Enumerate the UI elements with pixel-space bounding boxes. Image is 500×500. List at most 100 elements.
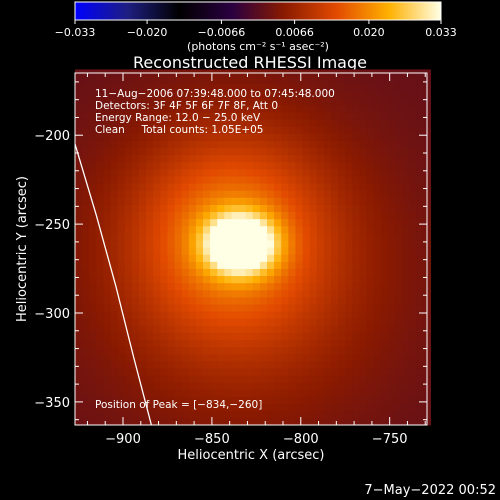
heatmap-pixel: [238, 97, 247, 106]
heatmap-pixel: [181, 275, 190, 284]
heatmap-pixel: [380, 339, 389, 348]
heatmap-pixel: [238, 353, 247, 362]
heatmap-pixel: [153, 119, 161, 127]
heatmap-pixel: [153, 289, 161, 298]
heatmap-pixel: [345, 90, 353, 99]
heatmap-pixel: [217, 389, 225, 397]
heatmap-pixel: [309, 240, 318, 248]
heatmap-pixel: [117, 197, 126, 205]
heatmap-pixel: [281, 240, 289, 248]
heatmap-pixel: [373, 261, 382, 269]
heatmap-pixel: [359, 403, 367, 412]
heatmap-pixel: [139, 311, 147, 319]
heatmap-pixel: [174, 183, 183, 191]
heatmap-pixel: [380, 147, 389, 156]
heatmap-pixel: [224, 382, 232, 390]
heatmap-pixel: [160, 254, 168, 262]
heatmap-pixel: [96, 368, 104, 376]
heatmap-pixel: [288, 375, 296, 383]
heatmap-pixel: [274, 176, 282, 184]
heatmap-pixel: [316, 396, 325, 405]
heatmap-pixel: [124, 83, 133, 92]
heatmap-pixel: [281, 261, 289, 269]
heatmap-pixel: [153, 154, 161, 163]
heatmap-pixel: [402, 297, 410, 305]
heatmap-pixel: [139, 247, 147, 255]
heatmap-pixel: [352, 396, 360, 405]
heatmap-pixel: [103, 183, 111, 191]
heatmap-pixel: [359, 112, 367, 120]
heatmap-pixel: [331, 140, 339, 149]
heatmap-pixel: [380, 183, 389, 191]
heatmap-pixel: [316, 261, 325, 269]
heatmap-pixel: [352, 297, 360, 305]
heatmap-pixel: [203, 353, 211, 362]
heatmap-pixel: [387, 225, 396, 234]
heatmap-pixel: [195, 112, 204, 120]
heatmap-pixel: [89, 261, 97, 269]
heatmap-pixel: [316, 339, 325, 348]
heatmap-pixel: [259, 275, 268, 284]
heatmap-pixel: [203, 169, 211, 177]
heatmap-pixel: [139, 254, 147, 262]
x-axis-ticks: −900 −850 −800 −750: [86, 73, 426, 447]
heatmap-pixel: [252, 197, 261, 205]
heatmap-pixel: [309, 83, 318, 92]
colorbar-tick-label: −0.0066: [198, 26, 246, 39]
heatmap-pixel: [274, 417, 282, 426]
heatmap-pixel: [359, 346, 367, 355]
heatmap-pixel: [153, 247, 161, 255]
heatmap-pixel: [359, 140, 367, 149]
heatmap-pixel: [110, 119, 119, 127]
heatmap-pixel: [217, 240, 225, 248]
heatmap-pixel: [124, 289, 133, 298]
heatmap-pixel: [409, 147, 417, 156]
heatmap-pixel: [252, 161, 261, 170]
heatmap-pixel: [338, 389, 346, 397]
heatmap-pixel: [274, 126, 282, 134]
heatmap-pixel: [188, 119, 197, 127]
heatmap-pixel: [181, 403, 190, 412]
heatmap-pixel: [124, 133, 133, 141]
heatmap-pixel: [174, 389, 183, 397]
heatmap-pixel: [416, 154, 424, 163]
heatmap-pixel: [352, 90, 360, 99]
heatmap-pixel: [110, 375, 119, 383]
heatmap-pixel: [174, 332, 183, 341]
heatmap-pixel: [295, 304, 303, 312]
heatmap-pixel: [274, 147, 282, 156]
heatmap-pixel: [288, 368, 296, 376]
heatmap-pixel: [402, 261, 410, 269]
heatmap-pixel: [188, 325, 197, 333]
heatmap-pixel: [387, 240, 396, 248]
heatmap-pixel: [103, 133, 111, 141]
heatmap-pixel: [103, 225, 111, 234]
heatmap-pixel: [124, 105, 133, 113]
heatmap-pixel: [331, 204, 339, 213]
heatmap-pixel: [160, 304, 168, 312]
heatmap-pixel: [188, 346, 197, 355]
heatmap-pixel: [103, 339, 111, 348]
heatmap-pixel: [153, 361, 161, 369]
heatmap-pixel: [174, 289, 183, 298]
heatmap-pixel: [338, 403, 346, 412]
heatmap-pixel: [231, 176, 239, 184]
heatmap-pixel: [366, 211, 375, 220]
heatmap-pixel: [224, 105, 232, 113]
heatmap-pixel: [281, 76, 289, 85]
heatmap-pixel: [210, 126, 218, 134]
heatmap-pixel: [146, 247, 154, 255]
heatmap-pixel: [380, 318, 389, 326]
heatmap-pixel: [124, 76, 133, 85]
heatmap-pixel: [252, 353, 261, 362]
heatmap-pixel: [89, 353, 97, 362]
heatmap-pixel: [359, 211, 367, 220]
heatmap-pixel: [259, 76, 268, 85]
heatmap-pixel: [188, 275, 197, 284]
heatmap-pixel: [110, 133, 119, 141]
heatmap-pixel: [252, 318, 261, 326]
colorbar-ticks: −0.033 −0.020 −0.0066 0.0066 0.020 0.033: [55, 20, 457, 39]
heatmap-pixel: [416, 169, 424, 177]
heatmap-pixel: [195, 204, 204, 213]
heatmap-pixel: [295, 247, 303, 255]
